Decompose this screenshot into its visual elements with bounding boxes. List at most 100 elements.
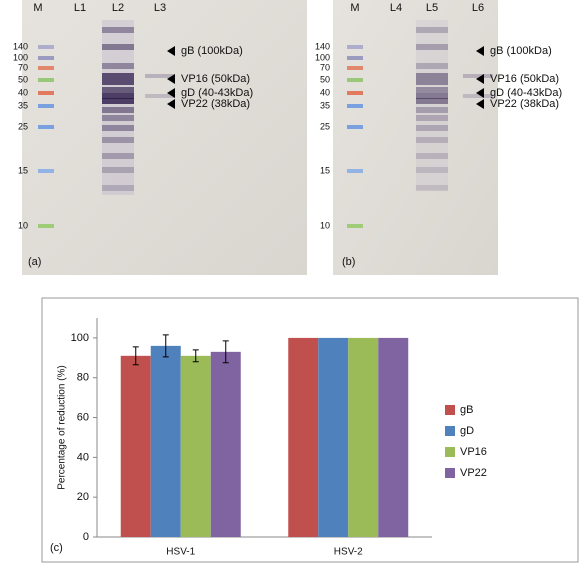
lane-band [416, 44, 448, 50]
lane-label: L1 [74, 2, 86, 14]
lane-band [416, 125, 448, 131]
y-tick-label: 60 [77, 411, 89, 423]
arrowhead [476, 88, 484, 98]
marker-band [38, 224, 54, 228]
lane-band [102, 27, 134, 33]
error-bar [192, 349, 199, 363]
lane-band [102, 115, 134, 121]
blot-a [22, 0, 307, 275]
panel-label: (c) [50, 542, 63, 554]
lane-label: L6 [472, 2, 484, 14]
lane-band [463, 94, 493, 98]
marker-label: 100 [315, 52, 330, 62]
band-label: gB (100kDa) [490, 45, 552, 57]
lane-band [102, 137, 134, 143]
marker-band [347, 45, 363, 49]
marker-band [38, 45, 54, 49]
marker-band [347, 104, 363, 108]
lane-band [102, 44, 134, 50]
marker-band [347, 56, 363, 60]
arrowhead [476, 74, 484, 84]
band-label: VP16 (50kDa) [181, 73, 250, 85]
error-bar [162, 334, 169, 358]
marker-band [38, 125, 54, 129]
lane-band [102, 87, 134, 93]
marker-band [347, 224, 363, 228]
marker-band [38, 104, 54, 108]
marker-label: 10 [18, 220, 28, 230]
lane-band [416, 27, 448, 33]
marker-label: 15 [320, 165, 330, 175]
legend-label: gB [460, 404, 473, 416]
y-axis-label: Percentage of reduction (%) [57, 365, 68, 490]
bar [210, 351, 241, 537]
lane-band [145, 94, 175, 98]
lane-band [102, 167, 134, 173]
x-tick-label: HSV-2 [334, 547, 363, 558]
error-bar [222, 340, 229, 364]
lane-band [416, 185, 448, 191]
lane-band [416, 107, 448, 113]
lane-band [416, 93, 448, 99]
arrowhead [476, 46, 484, 56]
lane-smear [416, 20, 448, 190]
lane-band [416, 167, 448, 173]
lane-band [416, 153, 448, 159]
lane-label: M [350, 2, 359, 14]
arrowhead [476, 99, 484, 109]
lane-band [416, 87, 448, 93]
marker-band [38, 66, 54, 70]
lane-band [463, 74, 493, 78]
band-label: VP22 (38kDa) [181, 98, 250, 110]
arrowhead [167, 74, 175, 84]
legend-label: VP16 [460, 446, 487, 458]
marker-label: 70 [18, 62, 28, 72]
y-tick-label: 80 [77, 372, 89, 384]
lane-band [102, 98, 134, 104]
marker-label: 25 [18, 121, 28, 131]
lane-band [102, 185, 134, 191]
marker-band [347, 169, 363, 173]
marker-label: 140 [315, 41, 330, 51]
bar [318, 337, 349, 537]
y-tick-label: 100 [71, 332, 89, 344]
marker-band [38, 91, 54, 95]
band-label: gD (40-43kDa) [181, 87, 253, 99]
lane-band [102, 93, 134, 99]
lane-label: L3 [154, 2, 166, 14]
y-tick-label: 0 [83, 531, 89, 543]
panel-label: (a) [28, 256, 41, 268]
lane-band [416, 63, 448, 69]
lane-smear [102, 20, 134, 195]
lane-band [416, 137, 448, 143]
marker-label: 140 [13, 41, 28, 51]
marker-label: 35 [18, 100, 28, 110]
marker-band [347, 91, 363, 95]
y-tick-label: 20 [77, 491, 89, 503]
bar [348, 337, 379, 537]
marker-label: 15 [18, 165, 28, 175]
marker-band [347, 78, 363, 82]
marker-label: 35 [320, 100, 330, 110]
band-label: gB (100kDa) [181, 45, 243, 57]
marker-label: 10 [320, 220, 330, 230]
lane-band [416, 79, 448, 85]
blot-b [333, 0, 498, 275]
y-tick-label: 40 [77, 451, 89, 463]
lane-label: L5 [426, 2, 438, 14]
lane-band [102, 73, 134, 79]
legend-label: gD [460, 425, 474, 437]
bar [180, 355, 211, 537]
legend-swatch [445, 468, 455, 478]
bar [150, 345, 181, 537]
lane-band [102, 153, 134, 159]
marker-label: 25 [320, 121, 330, 131]
lane-band [416, 98, 448, 104]
error-bar [132, 346, 139, 366]
marker-label: 40 [18, 87, 28, 97]
marker-label: 100 [13, 52, 28, 62]
legend-swatch [445, 405, 455, 415]
legend-swatch [445, 447, 455, 457]
x-tick-label: HSV-1 [166, 547, 195, 558]
